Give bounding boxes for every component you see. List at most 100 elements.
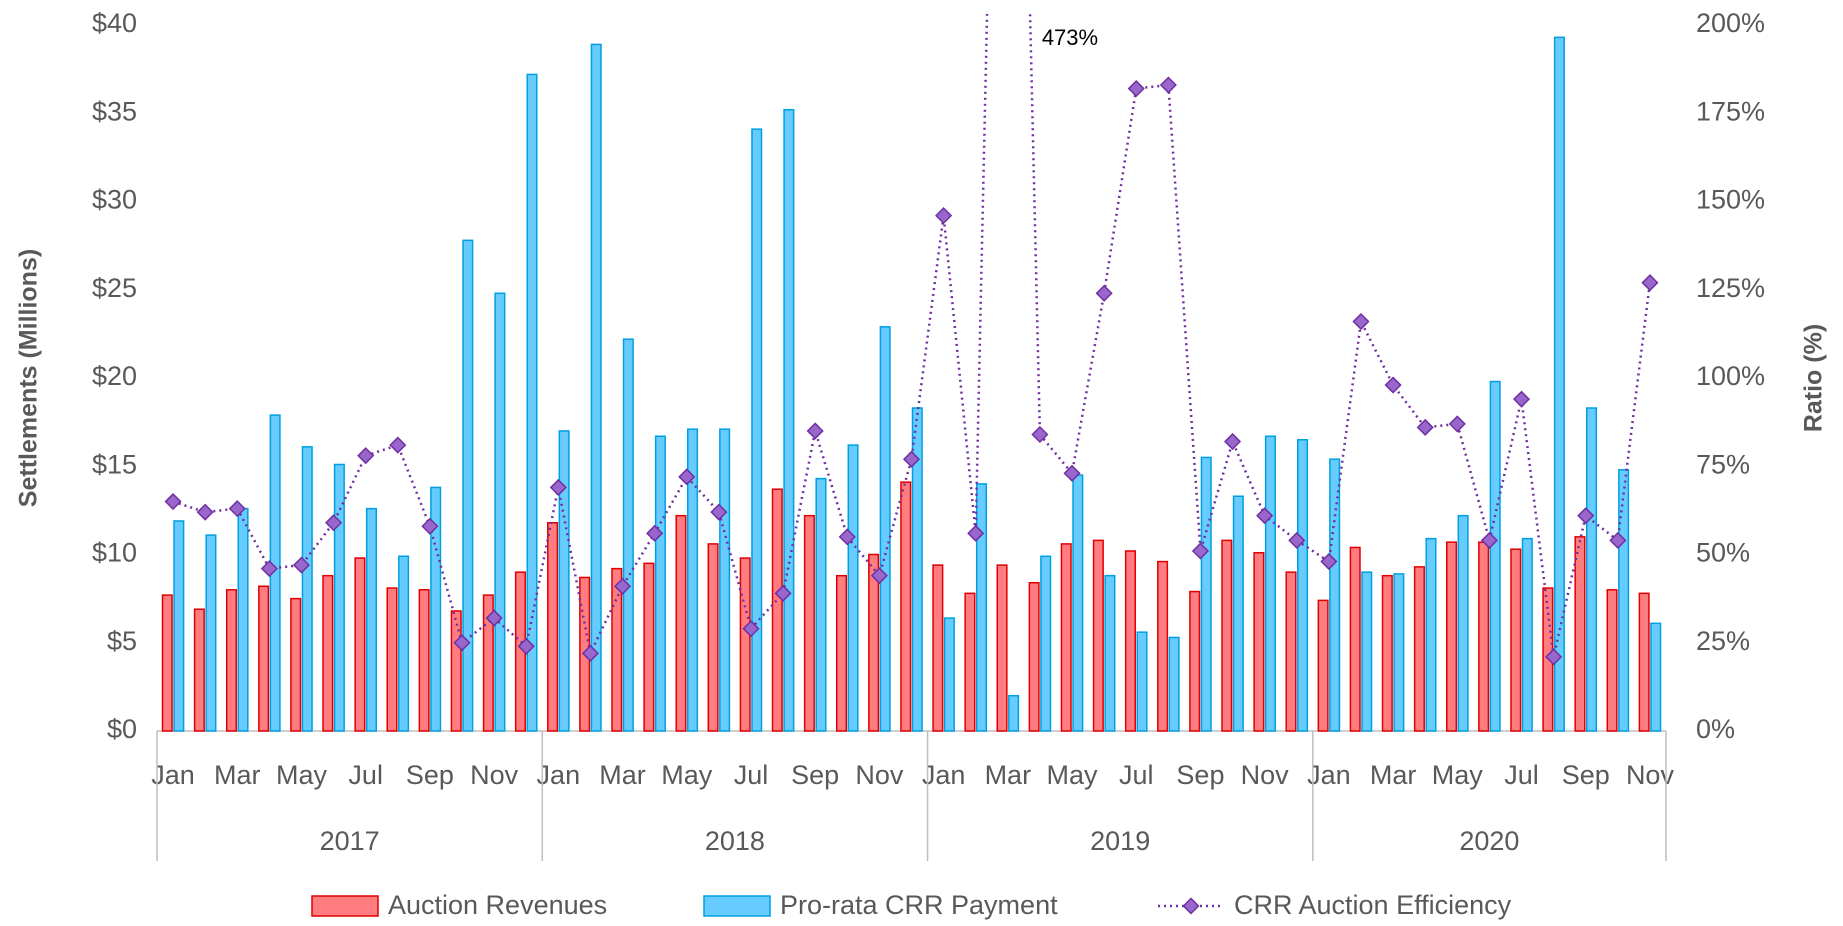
bar	[964, 592, 976, 732]
legend-marker	[1182, 897, 1200, 915]
bar	[932, 564, 944, 732]
bar	[322, 574, 334, 732]
legend-swatch	[703, 895, 771, 917]
bar	[1317, 599, 1329, 732]
bar	[365, 507, 377, 732]
y-tick-label: $40	[92, 8, 137, 38]
bar	[900, 481, 912, 732]
year-label: 2020	[1459, 826, 1519, 856]
marker	[1256, 507, 1274, 525]
bar	[237, 507, 249, 732]
bar	[1157, 560, 1169, 732]
bar	[354, 557, 366, 732]
y-tick-label: $0	[107, 714, 137, 744]
marker	[1063, 464, 1081, 482]
year-label: 2019	[1090, 826, 1150, 856]
marker	[1288, 531, 1306, 549]
y-tick-label: $10	[92, 538, 137, 568]
x-tick-label: Jul	[1119, 760, 1154, 790]
marker	[1609, 531, 1627, 549]
bar	[835, 574, 848, 732]
bar	[996, 564, 1008, 732]
year-label: 2018	[705, 826, 765, 856]
marker	[164, 492, 182, 511]
y2-axis-title: Ratio (%)	[1800, 324, 1828, 432]
marker	[389, 436, 407, 454]
bar	[1478, 541, 1490, 732]
marker	[742, 620, 760, 638]
bar	[1104, 574, 1116, 732]
marker	[292, 556, 311, 574]
y-tick-label: $20	[92, 361, 137, 391]
bar	[398, 555, 410, 732]
marker	[806, 422, 824, 440]
bar	[1072, 474, 1084, 732]
bar	[547, 521, 559, 732]
bar	[783, 108, 795, 732]
marker	[325, 514, 343, 532]
bar	[1200, 456, 1212, 732]
bar	[1553, 36, 1565, 732]
y2-tick-label: 75%	[1696, 449, 1750, 479]
bar	[611, 567, 623, 732]
bar	[494, 292, 506, 732]
marker	[260, 560, 278, 578]
legend-label: CRR Auction Efficiency	[1234, 890, 1512, 920]
bar	[1264, 435, 1276, 732]
marker	[1416, 418, 1434, 436]
bar	[1253, 551, 1265, 732]
bar	[751, 128, 763, 732]
y2-tick-label: 175%	[1696, 96, 1765, 126]
x-tick-label: Sep	[1176, 760, 1224, 790]
marker	[1641, 274, 1659, 292]
marker	[1223, 432, 1242, 451]
marker	[935, 207, 953, 225]
legend-label: Auction Revenues	[388, 890, 607, 920]
x-tick-label: Nov	[1241, 760, 1290, 790]
x-tick-label: Nov	[855, 760, 904, 790]
bar	[173, 520, 185, 732]
bar	[1510, 548, 1522, 732]
bar	[1585, 407, 1598, 732]
bar	[879, 326, 891, 732]
x-tick-label: Jul	[734, 760, 769, 790]
bar	[1008, 694, 1020, 732]
bar	[1446, 541, 1458, 732]
marker	[1320, 552, 1338, 571]
marker	[678, 468, 696, 486]
x-tick-label: Sep	[406, 760, 454, 790]
marker	[517, 637, 535, 655]
bar	[975, 483, 988, 732]
bar	[1457, 514, 1469, 732]
marker	[967, 524, 985, 542]
bar	[687, 428, 699, 732]
y-tick-label: $15	[92, 449, 137, 479]
bar	[258, 585, 270, 732]
x-tick-label: Nov	[1626, 760, 1675, 790]
bar	[462, 239, 474, 732]
bar	[290, 597, 302, 732]
bar	[1221, 539, 1233, 732]
bar	[1638, 592, 1650, 732]
bar	[643, 562, 655, 732]
bar	[1124, 550, 1136, 732]
y-tick-label: $35	[92, 96, 137, 126]
legend-swatch	[311, 895, 379, 917]
data-label: 473%	[1042, 25, 1098, 50]
marker	[196, 503, 214, 521]
bar	[430, 486, 442, 732]
y2-tick-label: 125%	[1696, 273, 1765, 303]
x-tick-label: May	[276, 760, 328, 790]
marker	[549, 478, 567, 496]
bar	[654, 435, 666, 732]
marker	[1480, 531, 1498, 549]
bar	[719, 428, 731, 732]
bar	[1060, 543, 1072, 732]
marker	[1352, 312, 1370, 331]
marker	[1159, 76, 1177, 94]
bar	[943, 617, 955, 732]
bar	[333, 463, 345, 732]
x-tick-label: Nov	[470, 760, 519, 790]
bar	[739, 557, 751, 732]
